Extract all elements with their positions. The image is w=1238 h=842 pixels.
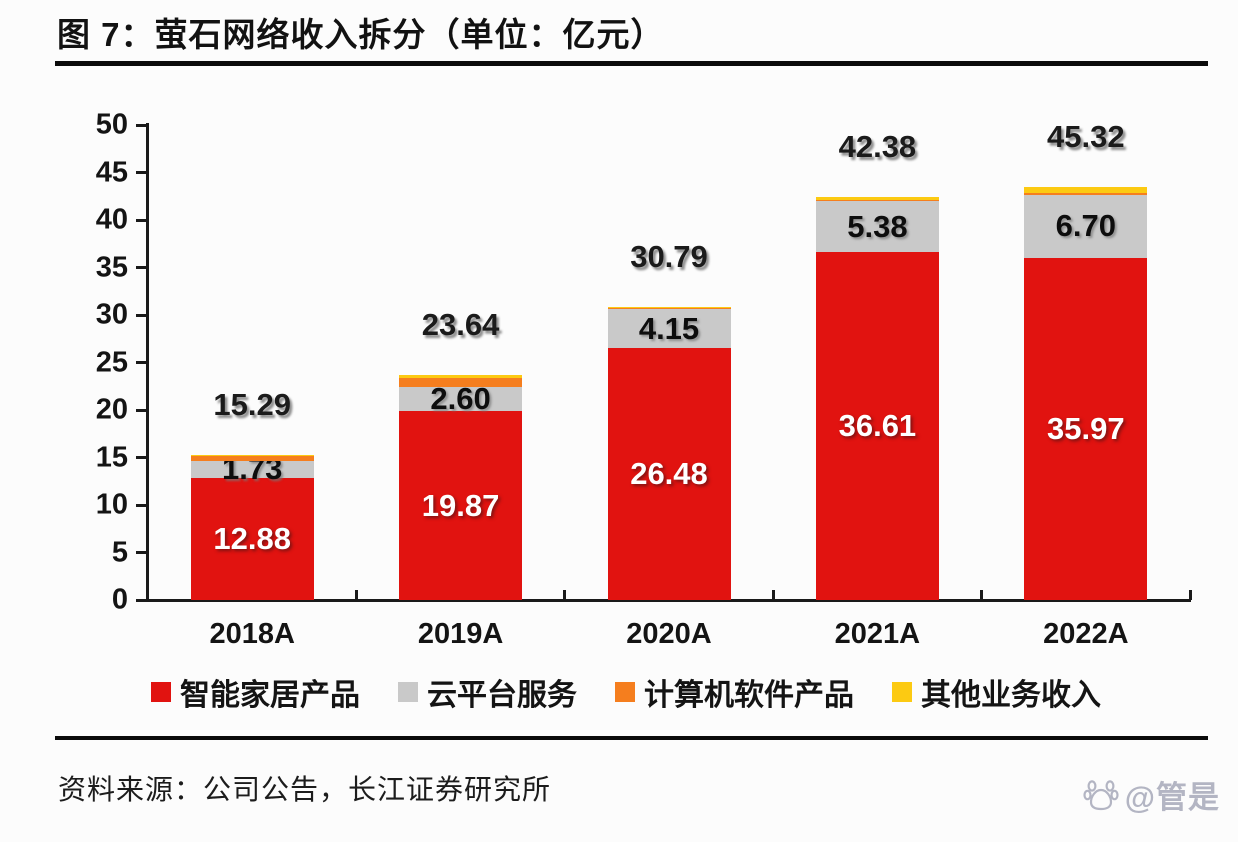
bar-value-label: 6.70 [1055,208,1116,244]
bar-segment-智能家居产品 [399,411,523,600]
chart-legend: 智能家居产品 云平台服务 计算机软件产品 其他业务收入 [151,676,1101,712]
y-tick-mark [136,361,146,364]
y-tick-mark [136,123,146,127]
y-tick-label: 25 [95,346,128,378]
bar-segment-云平台服务 [190,461,314,478]
y-tick-mark [136,503,146,507]
bar-value-label: 35.97 [1047,411,1125,447]
y-tick-mark [136,218,146,222]
bar-segment-其他业务收入 [399,375,523,378]
x-category-label: 2018A [209,618,295,650]
x-tick-mark [1188,590,1192,600]
legend-item-智能家居产品: 智能家居产品 [151,670,360,714]
legend-item-云平台服务: 云平台服务 [398,670,577,714]
y-tick-label: 0 [111,583,128,616]
legend-swatch [398,682,418,702]
x-tick-mark [563,590,567,600]
bar-total-label: 23.64 [421,307,500,343]
bar-segment-其他业务收入 [607,307,731,309]
bar-value-label: 12.88 [213,520,291,556]
bar-segment-计算机软件产品 [399,377,523,387]
bar-segment-云平台服务 [815,201,939,253]
bar-segment-云平台服务 [399,386,523,412]
watermark-text: @管是 [1124,780,1220,815]
y-tick-mark [136,551,146,554]
legend-label: 计算机软件产品 [644,679,854,712]
bar-segment-计算机软件产品 [607,308,731,309]
y-tick-label: 5 [111,536,128,568]
footer-divider-line [55,736,1208,740]
y-axis-line [145,123,149,602]
bar-segment-计算机软件产品 [190,456,314,462]
figure-title: 图 7：萤石网络收入拆分（单位：亿元） [57,16,665,53]
y-tick-mark [136,456,146,459]
bar-segment-计算机软件产品 [1024,193,1148,195]
y-tick-label: 30 [95,298,128,331]
bar-segment-智能家居产品 [815,252,939,600]
bar-segment-其他业务收入 [1024,186,1148,194]
legend-swatch [151,682,171,702]
x-axis-line [145,599,1191,602]
bar-value-label: 19.87 [421,487,500,523]
bar-total-label: 45.32 [1047,118,1125,154]
bar-value-label: 26.48 [630,456,708,492]
bar-segment-智能家居产品 [190,477,314,600]
x-category-label: 2021A [834,618,921,650]
x-tick-mark [771,590,775,600]
legend-swatch [892,682,912,702]
bar-total-label: 42.38 [838,129,917,165]
legend-label: 其他业务收入 [921,679,1101,712]
title-divider-line [55,61,1208,66]
y-tick-label: 20 [95,393,128,426]
bar-value-label: 2.60 [430,380,491,416]
bar-segment-云平台服务 [607,309,731,349]
bar-value-label: 5.38 [847,208,908,244]
y-tick-label: 45 [95,156,128,188]
y-tick-label: 50 [95,108,128,141]
bar-segment-云平台服务 [1024,194,1148,259]
source-note: 资料来源：公司公告，长江证券研究所 [58,774,552,805]
x-tick-mark [354,590,358,600]
y-tick-mark [136,266,146,269]
y-tick-mark [136,171,146,174]
legend-label: 云平台服务 [427,679,577,712]
bar-segment-其他业务收入 [815,197,939,201]
bar-segment-其他业务收入 [190,454,314,457]
x-category-label: 2022A [1043,618,1129,650]
bar-segment-智能家居产品 [607,348,731,600]
y-tick-mark [136,313,146,317]
bar-segment-计算机软件产品 [815,200,939,202]
legend-item-计算机软件产品: 计算机软件产品 [615,670,854,714]
legend-label: 智能家居产品 [180,679,360,712]
bar-segment-智能家居产品 [1024,258,1148,600]
y-tick-label: 40 [95,203,128,236]
y-tick-mark [136,408,146,412]
watermark: @管是 [1083,772,1220,817]
x-category-label: 2020A [626,618,712,650]
y-tick-label: 10 [95,488,128,521]
y-tick-label: 35 [95,251,128,283]
x-tick-mark [980,590,984,600]
bar-total-label: 30.79 [630,239,708,275]
y-tick-label: 15 [95,441,128,473]
bar-value-label: 4.15 [638,310,700,346]
x-category-label: 2019A [417,618,504,650]
baidu-paw-icon [1083,779,1119,810]
y-tick-mark [136,598,146,602]
legend-swatch [615,682,635,702]
legend-item-其他业务收入: 其他业务收入 [892,670,1101,714]
bar-total-label: 15.29 [213,386,291,422]
bar-value-label: 36.61 [838,408,917,444]
